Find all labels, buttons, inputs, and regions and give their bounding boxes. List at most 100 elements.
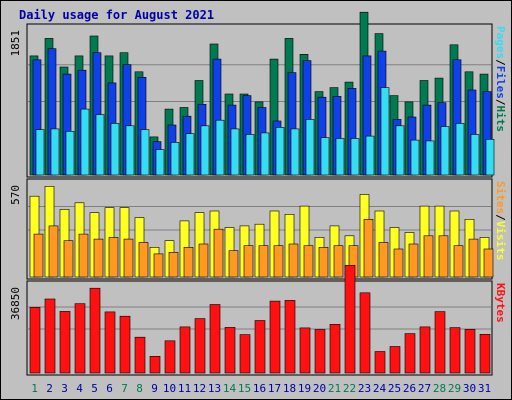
bar-kbytes-day-18 bbox=[284, 300, 296, 374]
x-tick-label-day-22: 22 bbox=[343, 382, 356, 395]
bar-kbytes-day-9 bbox=[149, 355, 161, 374]
legend-item-hits: Hits bbox=[494, 106, 507, 133]
bar-sites-day-20 bbox=[318, 247, 329, 278]
x-tick-label-day-4: 4 bbox=[76, 382, 83, 395]
bar-sites-day-4 bbox=[78, 233, 89, 278]
bar-pages-day-18 bbox=[290, 128, 300, 176]
bar-pages-day-3 bbox=[65, 131, 75, 176]
bar-pages-day-9 bbox=[155, 149, 165, 176]
legend-top: Pages/Files/Hits bbox=[494, 26, 507, 132]
legend-middle: Sites/Visits bbox=[494, 181, 507, 261]
bar-kbytes-day-4 bbox=[74, 303, 86, 374]
x-tick-label-day-25: 25 bbox=[388, 382, 401, 395]
bar-pages-day-25 bbox=[395, 125, 405, 176]
bar-sites-day-31 bbox=[483, 248, 494, 278]
legend-item-sep: / bbox=[494, 214, 507, 221]
bar-sites-day-3 bbox=[63, 240, 74, 278]
x-tick-label-day-16: 16 bbox=[253, 382, 266, 395]
bar-kbytes-day-10 bbox=[164, 340, 176, 374]
bar-sites-day-18 bbox=[288, 243, 299, 278]
bar-sites-day-27 bbox=[423, 235, 434, 278]
bar-pages-day-19 bbox=[305, 119, 315, 176]
bar-pages-day-26 bbox=[410, 139, 420, 176]
x-tick-label-day-10: 10 bbox=[163, 382, 176, 395]
bar-sites-day-1 bbox=[33, 233, 44, 278]
bar-kbytes-day-30 bbox=[464, 328, 476, 374]
bar-pages-day-4 bbox=[80, 108, 90, 176]
bar-kbytes-day-12 bbox=[194, 318, 206, 374]
bar-kbytes-day-17 bbox=[269, 300, 281, 374]
x-tick-label-day-12: 12 bbox=[193, 382, 206, 395]
bar-pages-day-22 bbox=[350, 138, 360, 176]
x-tick-label-day-30: 30 bbox=[463, 382, 476, 395]
bar-pages-day-7 bbox=[125, 125, 135, 176]
bar-pages-day-12 bbox=[200, 125, 210, 176]
bar-sites-day-23 bbox=[363, 219, 374, 278]
bar-sites-day-13 bbox=[213, 228, 224, 278]
bar-sites-day-15 bbox=[243, 245, 254, 278]
bar-pages-day-8 bbox=[140, 129, 150, 176]
x-tick-label-day-26: 26 bbox=[403, 382, 416, 395]
bar-kbytes-day-2 bbox=[44, 298, 56, 374]
x-tick-label-day-6: 6 bbox=[106, 382, 113, 395]
bar-sites-day-30 bbox=[468, 238, 479, 278]
bar-pages-day-16 bbox=[260, 132, 270, 176]
bar-kbytes-day-29 bbox=[449, 327, 461, 374]
x-tick-label-day-29: 29 bbox=[448, 382, 461, 395]
bar-kbytes-day-11 bbox=[179, 326, 191, 374]
bar-sites-day-19 bbox=[303, 245, 314, 278]
legend-item-visits: Visits bbox=[494, 221, 507, 261]
x-tick-label-day-24: 24 bbox=[373, 382, 387, 395]
bar-sites-day-16 bbox=[258, 245, 269, 278]
x-tick-label-day-8: 8 bbox=[136, 382, 143, 395]
bar-pages-day-30 bbox=[470, 134, 480, 176]
bar-pages-day-24 bbox=[380, 87, 390, 176]
panel-border-middle bbox=[26, 178, 493, 280]
bar-kbytes-day-22 bbox=[344, 264, 356, 374]
chart-title: Daily usage for August 2021 bbox=[19, 8, 214, 22]
bar-pages-day-11 bbox=[185, 133, 195, 176]
bar-pages-day-15 bbox=[245, 134, 255, 176]
bar-sites-day-12 bbox=[198, 243, 209, 278]
bar-sites-day-8 bbox=[138, 242, 149, 278]
x-tick-label-day-13: 13 bbox=[208, 382, 221, 395]
panel-border-top bbox=[26, 23, 493, 178]
bar-sites-day-2 bbox=[48, 225, 59, 278]
x-tick-label-day-20: 20 bbox=[313, 382, 326, 395]
x-tick-label-day-28: 28 bbox=[433, 382, 446, 395]
bar-sites-day-17 bbox=[273, 245, 284, 278]
bar-kbytes-day-20 bbox=[314, 329, 326, 374]
legend-item-sites: Sites bbox=[494, 181, 507, 214]
bar-pages-day-5 bbox=[95, 114, 105, 176]
bar-sites-day-7 bbox=[123, 238, 134, 278]
bar-sites-day-6 bbox=[108, 237, 119, 278]
panel-middle: 570 Sites/Visits bbox=[9, 178, 507, 280]
x-tick-label-day-18: 18 bbox=[283, 382, 296, 395]
bar-kbytes-day-6 bbox=[104, 311, 116, 374]
x-tick-label-day-23: 23 bbox=[358, 382, 371, 395]
bar-sites-day-25 bbox=[393, 248, 404, 278]
bar-sites-day-26 bbox=[408, 243, 419, 278]
bar-kbytes-day-26 bbox=[404, 333, 416, 374]
bar-sites-day-28 bbox=[438, 235, 449, 278]
x-tick-label-day-3: 3 bbox=[61, 382, 68, 395]
legend-item-sep: / bbox=[494, 59, 507, 66]
bar-kbytes-day-24 bbox=[374, 351, 386, 374]
bar-pages-day-27 bbox=[425, 140, 435, 176]
x-tick-label-day-31: 31 bbox=[478, 382, 491, 395]
bar-kbytes-day-25 bbox=[389, 346, 401, 374]
bar-pages-day-21 bbox=[335, 138, 345, 176]
bar-sites-day-5 bbox=[93, 238, 104, 278]
bar-kbytes-day-1 bbox=[29, 306, 41, 374]
ymax-label-bottom: 36850 bbox=[9, 287, 22, 320]
bar-kbytes-day-27 bbox=[419, 326, 431, 374]
bar-pages-day-20 bbox=[320, 137, 330, 176]
bar-sites-day-9 bbox=[153, 253, 164, 278]
panel-bottom: 36850 KBytes bbox=[9, 264, 507, 376]
bar-kbytes-day-7 bbox=[119, 315, 131, 374]
x-tick-label-day-7: 7 bbox=[121, 382, 128, 395]
x-tick-label-day-15: 15 bbox=[238, 382, 251, 395]
legend-item-sep: / bbox=[494, 99, 507, 106]
bar-pages-day-23 bbox=[365, 135, 375, 176]
